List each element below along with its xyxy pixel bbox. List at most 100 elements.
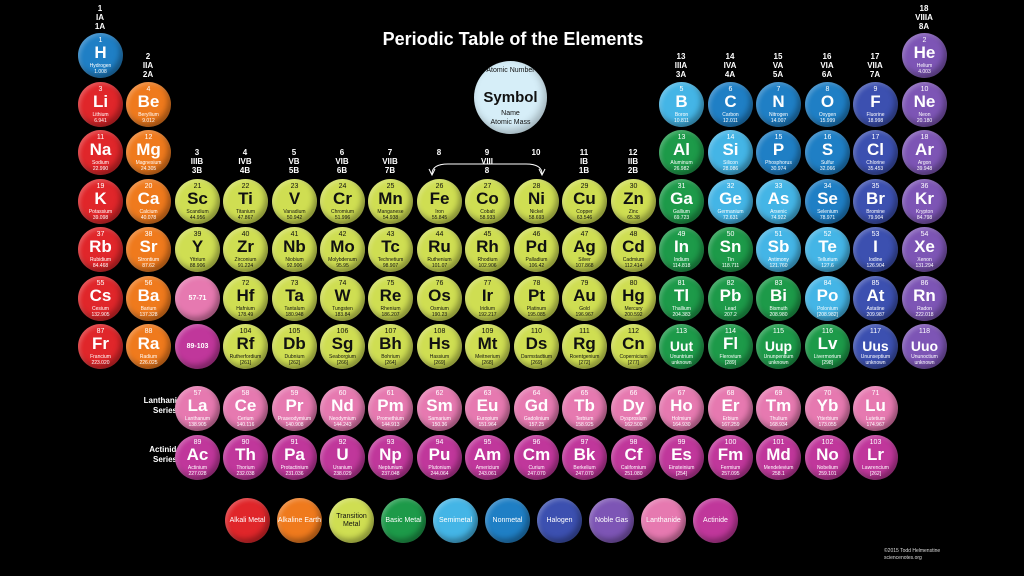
element-mass: 91.224: [237, 263, 254, 269]
element-symbol: Tb: [574, 396, 595, 415]
element-symbol: He: [913, 43, 936, 62]
group-label-line: 18: [919, 4, 929, 13]
element-name: Silicon: [723, 160, 738, 166]
element-name: Protactinium: [280, 465, 309, 471]
element-symbol: Te: [818, 237, 837, 256]
element-number: 30: [629, 183, 638, 190]
element-mass: 131.294: [915, 263, 934, 269]
element-symbol: Hg: [622, 286, 645, 305]
element-symbol: Cl: [867, 140, 884, 159]
element-symbol: Ce: [234, 396, 257, 415]
page-title: Periodic Table of the Elements: [382, 29, 644, 49]
group-label-line: 6A: [821, 70, 833, 79]
element-number: 13: [677, 134, 686, 141]
element-fm: 100 Fm Fermium 257.095: [708, 435, 753, 480]
element-name: Germanium: [717, 209, 744, 215]
element-nd: 60 Nd Neodymium 144.243: [320, 386, 365, 431]
element-mass: 84.468: [92, 263, 109, 269]
element-number: 15: [774, 134, 783, 141]
element-number: 91: [290, 439, 299, 446]
element-mass: 251.080: [624, 471, 643, 477]
group-label-line: 3A: [675, 70, 687, 79]
element-os: 76 Os Osmium 190.23: [417, 276, 462, 321]
element-symbol: Pm: [377, 396, 404, 415]
element-mass: unknown: [865, 360, 886, 366]
element-symbol: Mt: [477, 334, 498, 353]
element-co: 27 Co Cobalt 58.933: [465, 179, 510, 224]
element-symbol: Bh: [379, 334, 402, 353]
element-name: Ununseptium: [860, 354, 891, 360]
element-number: 8: [825, 86, 830, 93]
element-number: 33: [774, 183, 783, 190]
element-name: Radium: [139, 354, 158, 360]
group-label-9: 9 VIII 8: [467, 148, 507, 175]
key-name: Name: [501, 110, 520, 117]
element-name: Erbium: [722, 416, 739, 422]
element-eu: 63 Eu Europium 151.964: [465, 386, 510, 431]
element-symbol: Bi: [770, 286, 787, 305]
element-number: 48: [629, 231, 638, 238]
element-zr: 40 Zr Zirconium 91.224: [223, 227, 268, 272]
element-number: 115: [772, 328, 785, 335]
element-mass: 183.84: [334, 312, 351, 318]
element-uut: 113 Uut Ununtrium unknown: [659, 324, 704, 369]
element-symbol: Ca: [137, 189, 160, 208]
element-symbol: Cn: [622, 334, 645, 353]
element-symbol: Ar: [915, 140, 934, 159]
element-ag: 47 Ag Silver 107.868: [562, 227, 607, 272]
element-v: 23 V Vanadium 50.942: [272, 179, 317, 224]
element-number: 93: [386, 439, 395, 446]
element-name: Boron: [674, 112, 689, 118]
element-name: Roentgenium: [569, 354, 600, 360]
element-name: Tantalum: [284, 306, 305, 312]
element-symbol: Eu: [476, 396, 499, 415]
element-number: 62: [435, 390, 444, 397]
element-mass: 20.180: [916, 118, 933, 124]
element-mass: 257.095: [721, 471, 740, 477]
element-symbol: U: [336, 445, 349, 464]
element-xe: 54 Xe Xenon 131.294: [902, 227, 947, 272]
element-symbol: V: [288, 189, 301, 208]
element-number: 88: [144, 328, 153, 335]
element-name: Titanium: [236, 209, 255, 215]
element-mass: 162.500: [624, 422, 643, 428]
element-name: Selenium: [817, 209, 838, 215]
element-mass: 207.2: [724, 312, 737, 318]
group-label-line: 5B: [288, 166, 300, 175]
element-symbol: Y: [191, 237, 204, 256]
element-mass: unknown: [671, 360, 692, 366]
element-in: 49 In Indium 114.818: [659, 227, 704, 272]
element-symbol: Al: [673, 140, 690, 159]
element-bk: 97 Bk Berkelium 247.070: [562, 435, 607, 480]
element-number: 35: [871, 183, 880, 190]
element-name: Palladium: [525, 257, 548, 263]
element-number: 118: [918, 328, 931, 335]
element-symbol: Rf: [236, 334, 255, 353]
element-se: 34 Se Selenium 78.971: [805, 179, 850, 224]
element-b: 5 B Boron 10.811: [659, 82, 704, 127]
element-symbol: Pu: [428, 445, 451, 464]
element-mass: 243.061: [478, 471, 497, 477]
element-number: 24: [338, 183, 347, 190]
element-mass: 106.42: [528, 263, 545, 269]
element-mass: 140.116: [236, 422, 255, 428]
element-number: 84: [823, 280, 832, 287]
element-symbol: Ti: [238, 189, 253, 208]
element-ge: 32 Ge Germanium 72.631: [708, 179, 753, 224]
element-name: Bismuth: [769, 306, 788, 312]
element-name: Hydrogen: [89, 63, 112, 69]
element-fe: 26 Fe Iron 55.845: [417, 179, 462, 224]
actinide-series-label: Actinide Series: [149, 445, 181, 464]
element-number: 42: [338, 231, 347, 238]
legend-basic: Basic Metal: [381, 498, 426, 543]
element-name: Cesium: [92, 306, 109, 312]
element-name: Iron: [435, 209, 444, 215]
element-mass: 244.064: [430, 471, 449, 477]
element-mass: [264]: [384, 360, 397, 366]
element-number: 111: [579, 328, 590, 335]
element-mo: 42 Mo Molybdenum 95.95: [320, 227, 365, 272]
element-name: Plutonium: [428, 465, 451, 471]
element-mass: 24.305: [140, 166, 157, 172]
element-name: Niobium: [285, 257, 304, 263]
element-name: Molybdenum: [328, 257, 357, 263]
